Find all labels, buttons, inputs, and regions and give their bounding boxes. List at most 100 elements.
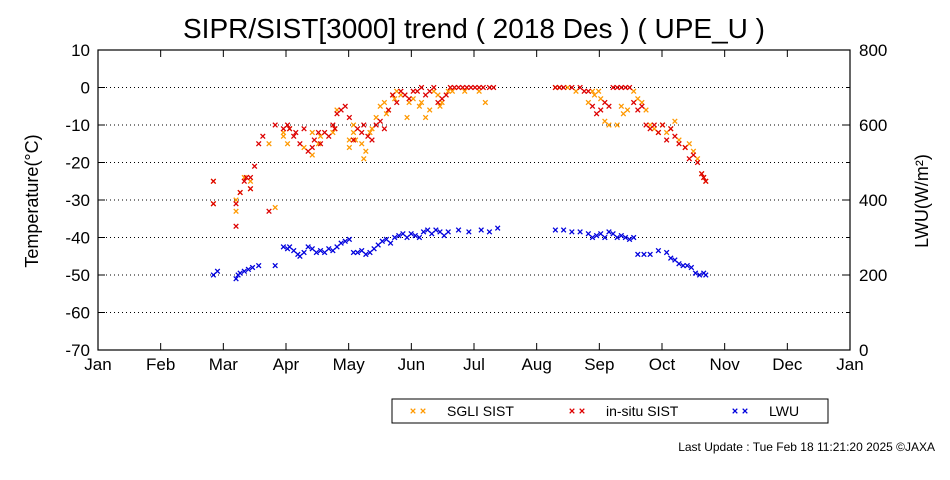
in-situ-sist-point: [643, 122, 649, 128]
in-situ-sist-point: [332, 125, 338, 132]
sgli-sist-point: [233, 208, 239, 215]
sgli-sist-point: [445, 88, 452, 95]
in-situ-sist-point: [431, 84, 437, 91]
sgli-sist-point: [309, 152, 316, 158]
y-tick-label: -10: [65, 116, 90, 135]
lwu-point: [301, 249, 307, 256]
lwu-point: [290, 247, 297, 254]
lwu-point: [325, 245, 332, 252]
lwu-point: [466, 229, 472, 235]
legend-marker-sgli-sist: [410, 408, 416, 414]
in-situ-sist-point: [676, 140, 682, 147]
in-situ-sist-point: [346, 114, 353, 121]
lwu-point: [297, 253, 303, 260]
sgli-sist-point: [416, 103, 423, 110]
sgli-sist-point: [620, 110, 627, 117]
in-situ-sist-point: [247, 174, 254, 181]
lwu-point: [354, 249, 361, 256]
in-situ-sist-point: [585, 88, 592, 95]
in-situ-sist-point: [260, 133, 266, 140]
in-situ-sist-point: [655, 129, 662, 136]
sgli-sist-point: [346, 137, 353, 143]
in-situ-sist-point: [315, 129, 322, 136]
sgli-sist-point: [330, 129, 336, 136]
in-situ-sist-point: [647, 125, 653, 132]
lwu-point: [635, 251, 641, 258]
lwu-point: [249, 264, 256, 271]
in-situ-sist-point: [406, 95, 412, 102]
x-tick-label: Jun: [398, 355, 425, 374]
sgli-sist-point: [564, 84, 571, 91]
in-situ-sist-point: [560, 84, 567, 91]
y-tick-label: -50: [65, 266, 90, 285]
legend-marker-in-situ-sist: [579, 408, 585, 414]
in-situ-sist-point: [410, 88, 416, 95]
sgli-sist-point: [597, 95, 604, 102]
in-situ-sist-point: [377, 118, 384, 125]
last-update-footer: Last Update : Tue Feb 18 11:21:20 2025 ©…: [678, 440, 935, 454]
in-situ-sist-point: [672, 133, 678, 140]
in-situ-sist-point: [480, 84, 487, 91]
in-situ-sist-point: [686, 155, 693, 162]
y2-tick-label: 600: [859, 116, 887, 135]
sgli-sist-point: [672, 118, 678, 125]
in-situ-sist-point: [602, 99, 608, 106]
in-situ-sist-point: [297, 140, 303, 147]
in-situ-sist-point: [630, 99, 637, 106]
in-situ-sist-point: [251, 163, 258, 170]
in-situ-sist-point: [325, 133, 332, 140]
lwu-point: [626, 236, 633, 243]
sgli-sist-point: [393, 88, 400, 95]
x-tick-label: Nov: [710, 355, 741, 374]
sgli-sist-point: [618, 103, 625, 110]
lwu-point: [408, 230, 414, 237]
in-situ-sist-point: [443, 92, 449, 98]
sgli-sist-point: [585, 99, 592, 106]
sgli-sist-point: [663, 129, 670, 136]
sgli-sist-point: [377, 103, 384, 110]
lwu-point: [593, 232, 600, 239]
lwu-point: [338, 240, 344, 246]
lwu-point: [280, 244, 287, 250]
in-situ-sist-point: [663, 137, 670, 143]
sgli-sist-point: [449, 88, 456, 95]
x-tick-label: Aug: [522, 355, 552, 374]
lwu-point: [375, 242, 381, 248]
lwu-point: [676, 260, 682, 267]
sgli-sist-point: [602, 118, 608, 125]
sgli-sist-point: [686, 140, 693, 147]
y-axis-label: Temperature(°C): [22, 134, 42, 267]
in-situ-sist-point: [241, 178, 248, 185]
in-situ-sist-point: [290, 133, 297, 140]
lwu-point: [412, 232, 419, 239]
lwu-point: [692, 270, 699, 276]
lwu-point: [606, 229, 612, 235]
in-situ-sist-point: [309, 144, 316, 151]
in-situ-sist-point: [365, 133, 371, 140]
in-situ-sist-point: [317, 140, 324, 147]
y-tick-label: -70: [65, 341, 90, 360]
x-tick-label: May: [333, 355, 366, 374]
sgli-sist-point: [482, 99, 489, 106]
tick-labels: 100-10-20-30-40-50-60-708006004002000Jan…: [65, 41, 887, 374]
in-situ-sist-point: [272, 122, 278, 128]
lwu-point: [346, 236, 353, 243]
y-tick-label: 0: [81, 79, 90, 98]
lwu-point: [286, 244, 293, 250]
in-situ-sist-point: [338, 107, 344, 113]
y2-tick-label: 200: [859, 266, 887, 285]
sgli-sist-point: [391, 95, 398, 102]
in-situ-sist-point: [398, 88, 404, 95]
lwu-point: [684, 262, 690, 269]
lwu-point: [494, 225, 501, 231]
lwu-point: [358, 247, 365, 254]
in-situ-sist-point: [414, 88, 421, 95]
lwu-point: [350, 249, 357, 256]
in-situ-sist-point: [682, 144, 688, 151]
in-situ-sist-point: [618, 84, 625, 91]
lwu-point: [437, 229, 443, 235]
sgli-sist-point: [352, 137, 359, 143]
in-situ-sist-point: [468, 84, 474, 91]
lwu-point: [383, 236, 390, 243]
in-situ-sist-point: [698, 170, 705, 177]
